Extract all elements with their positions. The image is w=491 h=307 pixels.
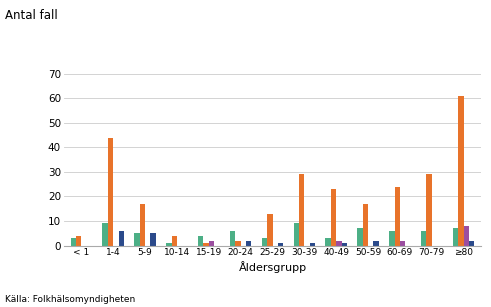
Bar <box>469 241 474 246</box>
Bar <box>389 231 395 246</box>
Bar <box>395 187 400 246</box>
Bar <box>336 241 342 246</box>
Bar <box>235 241 241 246</box>
Bar <box>246 241 251 246</box>
Bar <box>421 231 426 246</box>
Bar <box>171 236 177 246</box>
Bar <box>150 233 156 246</box>
Bar <box>209 241 214 246</box>
Bar <box>331 189 336 246</box>
Bar <box>119 231 124 246</box>
Bar <box>458 96 464 246</box>
Bar <box>464 226 469 246</box>
Bar <box>278 243 283 246</box>
Bar <box>267 214 273 246</box>
Bar <box>76 236 82 246</box>
Bar <box>357 228 363 246</box>
Bar <box>71 238 76 246</box>
Bar <box>426 174 432 246</box>
Bar <box>326 238 331 246</box>
Bar <box>134 233 139 246</box>
Bar <box>310 243 315 246</box>
Bar <box>294 223 299 246</box>
Text: Källa: Folkhälsomyndigheten: Källa: Folkhälsomyndigheten <box>5 295 135 304</box>
Bar <box>342 243 347 246</box>
Bar <box>139 204 145 246</box>
Text: Antal fall: Antal fall <box>5 9 57 22</box>
Bar <box>262 238 267 246</box>
Bar <box>108 138 113 246</box>
Bar <box>363 204 368 246</box>
Bar <box>453 228 458 246</box>
X-axis label: Åldersgrupp: Åldersgrupp <box>239 262 306 274</box>
Bar <box>374 241 379 246</box>
Bar <box>230 231 235 246</box>
Bar <box>198 236 203 246</box>
Bar <box>299 174 304 246</box>
Bar <box>203 243 209 246</box>
Bar <box>400 241 406 246</box>
Bar <box>166 243 171 246</box>
Bar <box>103 223 108 246</box>
